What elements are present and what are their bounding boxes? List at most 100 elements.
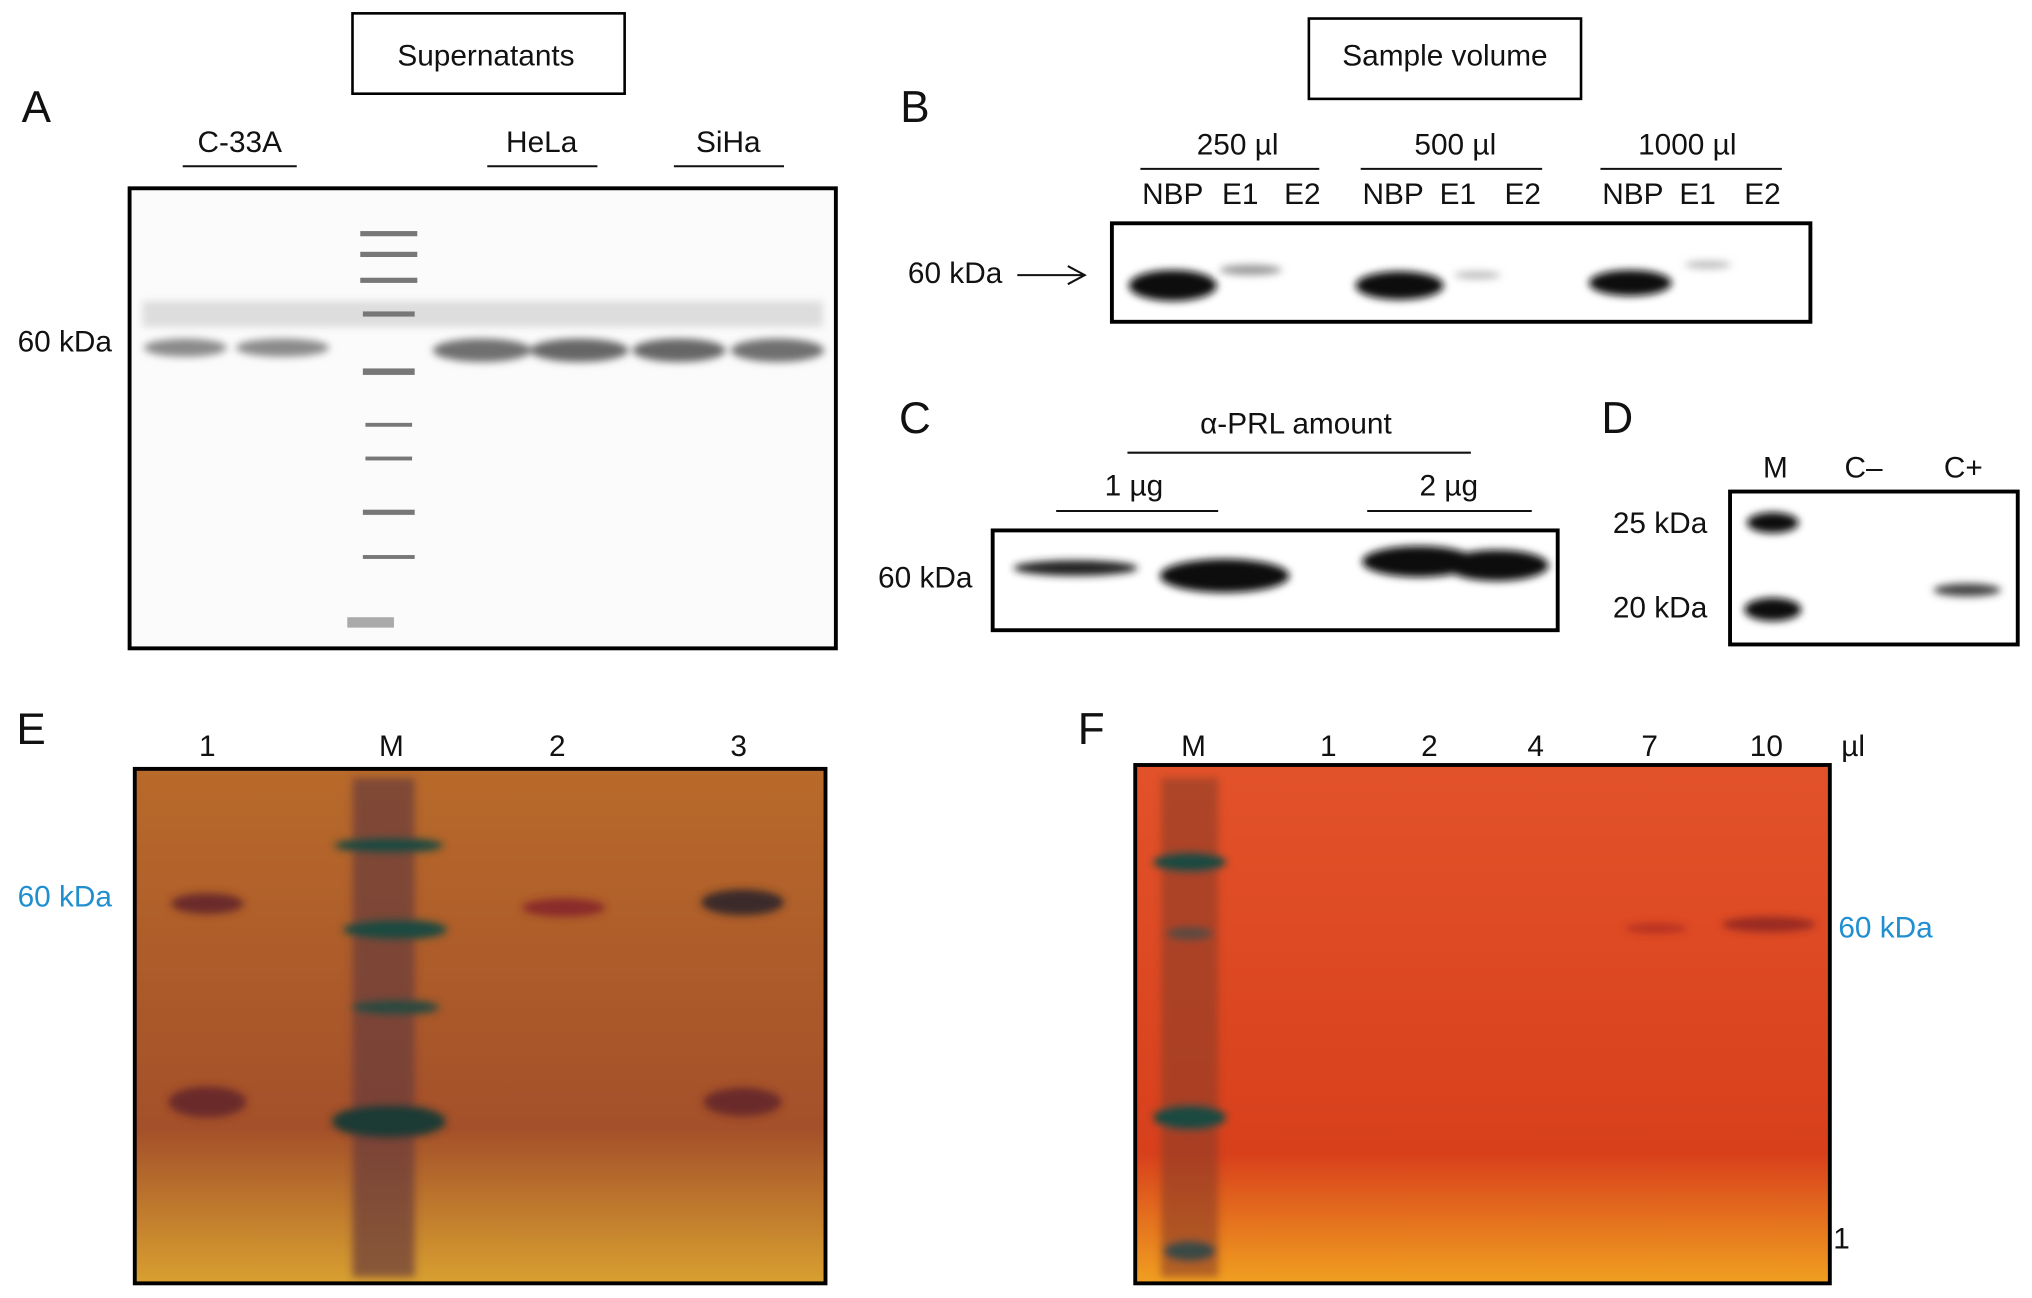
ladder-band [362, 509, 415, 515]
ladder-band [365, 422, 413, 427]
band [1153, 851, 1226, 873]
band [1163, 1240, 1216, 1262]
band [703, 1087, 782, 1117]
panel-letter: F [1078, 705, 1105, 754]
panel-c: C α-PRL amount 1 µg 2 µg 60 kDa [878, 394, 1560, 633]
panel-header: α-PRL amount [1200, 407, 1392, 440]
footnote: 1 [1833, 1222, 1850, 1255]
gel-frame [127, 186, 838, 651]
lane-label: M [1181, 730, 1206, 763]
band [235, 338, 330, 357]
header-box [351, 12, 626, 95]
band [1166, 926, 1213, 940]
group-label: 2 µg [1420, 470, 1479, 503]
bands [142, 301, 825, 362]
gel-frame [132, 766, 828, 1286]
bands [1744, 512, 2001, 622]
band [1933, 583, 2001, 597]
gel-background [1135, 764, 1830, 1284]
gel-frame [1133, 763, 1832, 1286]
panel-letter: E [16, 705, 45, 754]
ladder-band [347, 617, 394, 628]
group-label: 1 µg [1105, 470, 1164, 503]
band [1013, 560, 1138, 576]
band [171, 893, 244, 915]
lane-label: E2 [1284, 178, 1320, 211]
lane-label: E1 [1679, 178, 1715, 211]
bands [1128, 260, 1732, 302]
bands [168, 777, 785, 1277]
lane-label: C+ [1944, 451, 1983, 484]
lane-label: HeLa [506, 126, 578, 159]
ladder-band [362, 311, 415, 317]
lane-label: NBP [1602, 178, 1663, 211]
gel-frame [1728, 489, 2020, 647]
panel-letter: D [1601, 394, 1633, 443]
band [334, 837, 444, 854]
band [1159, 558, 1290, 593]
lane-label: SiHa [696, 126, 761, 159]
ladder-band [360, 277, 418, 283]
marker-label: 60 kDa [908, 257, 1003, 290]
bands [1013, 545, 1549, 593]
lane-label: C-33A [198, 126, 283, 159]
panel-d: D M C– C+ 25 kDa 20 kDa [1601, 394, 2020, 647]
marker-label: 60 kDa [18, 880, 113, 913]
panel-e: E 1 M 2 3 60 kDa [16, 705, 828, 1286]
group-label: 250 µl [1197, 129, 1279, 162]
band [530, 338, 629, 362]
band [1219, 264, 1282, 276]
band [1128, 269, 1217, 302]
ladder-band [362, 368, 415, 375]
lane-label: E2 [1504, 178, 1540, 211]
band [1625, 923, 1688, 934]
ladder-lane [352, 777, 415, 1277]
panel-header: Sample volume [1342, 39, 1547, 72]
gel-frame [990, 528, 1560, 633]
band [1684, 260, 1732, 269]
lane-label: M [1763, 451, 1788, 484]
band [730, 338, 825, 362]
band [168, 1086, 247, 1118]
panel-letter: A [22, 83, 52, 132]
marker-label: 20 kDa [1613, 591, 1708, 624]
band [632, 338, 726, 362]
lane-label: E2 [1744, 178, 1780, 211]
ladder [347, 231, 418, 628]
band [351, 999, 440, 1016]
smear [142, 301, 823, 327]
band [1153, 1104, 1226, 1131]
band [1355, 271, 1444, 300]
ladder-band [360, 231, 418, 237]
band [343, 919, 448, 940]
lane-label: M [379, 730, 404, 763]
band [432, 338, 532, 362]
band [1444, 549, 1549, 581]
lane-label: 2 [549, 730, 566, 763]
lane-label: NBP [1362, 178, 1423, 211]
lane-label: NBP [1142, 178, 1203, 211]
marker-label: 60 kDa [1838, 911, 1933, 944]
panel-letter: C [899, 394, 931, 443]
lane-label: 4 [1527, 730, 1544, 763]
band [1744, 597, 1802, 622]
band [1454, 271, 1501, 280]
gel-background [134, 768, 826, 1284]
band [331, 1104, 446, 1139]
lane-label: 2 [1421, 730, 1438, 763]
lane-label: 7 [1641, 730, 1658, 763]
bands [1153, 777, 1816, 1277]
arrow-head [1067, 265, 1087, 286]
panel-f: F M 1 2 4 7 10 µl 60 kDa 1 [1078, 705, 1933, 1286]
band [701, 889, 785, 916]
group-label: 500 µl [1414, 129, 1496, 162]
ladder-band [362, 555, 415, 559]
panel-b: Sample volume B 250 µl 500 µl 1000 µl NB… [900, 17, 1813, 324]
unit-label: µl [1841, 730, 1865, 763]
gel-frame [1109, 221, 1813, 324]
band [522, 898, 606, 917]
lane-label: 1 [1320, 730, 1337, 763]
marker-label: 60 kDa [18, 326, 113, 359]
